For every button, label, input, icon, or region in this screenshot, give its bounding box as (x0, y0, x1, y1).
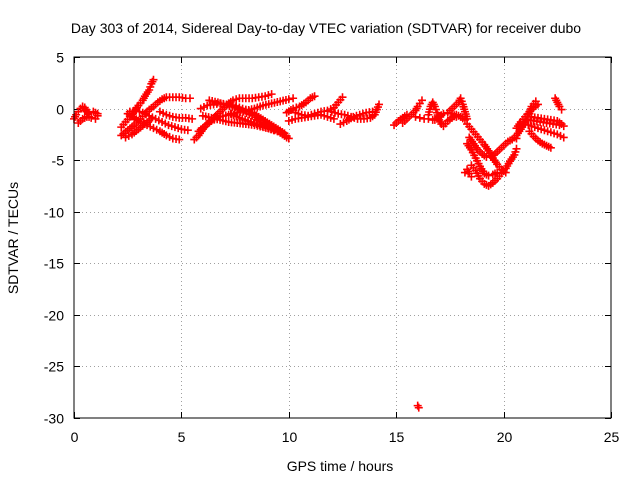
data-point (149, 75, 158, 84)
data-point (467, 172, 476, 181)
x-tick-label: 20 (497, 429, 513, 445)
x-tick-label: 15 (389, 429, 405, 445)
plot-frame (73, 56, 612, 419)
data-point (484, 171, 493, 180)
y-tick-label: -5 (52, 153, 65, 169)
x-axis-label: GPS time / hours (287, 458, 394, 474)
data-point (415, 113, 424, 122)
data-point (329, 114, 338, 123)
y-tick-label: 0 (56, 102, 64, 118)
x-tick-label: 25 (604, 429, 620, 445)
data-point (185, 94, 194, 103)
x-tick-label: 10 (282, 429, 298, 445)
x-tick-labels: 0 5 10 15 20 25 (71, 429, 620, 445)
data-point (546, 143, 555, 152)
data-point (267, 90, 276, 99)
y-tick-label: -15 (44, 256, 64, 272)
data-point (557, 105, 566, 114)
y-tick-label: -10 (44, 205, 64, 221)
chart-title: Day 303 of 2014, Sidereal Day-to-day VTE… (71, 20, 581, 36)
data-point (284, 95, 293, 104)
data-point (269, 126, 278, 135)
data-point (559, 133, 568, 142)
y-tick-labels: 5 0 -5 -10 -15 -20 -25 -30 (44, 50, 64, 427)
data-point (417, 96, 426, 105)
x-tick-label: 5 (178, 429, 186, 445)
data-point (289, 94, 298, 103)
y-axis-label: SDTVAR / TECUs (5, 182, 21, 294)
data-point (533, 100, 542, 109)
data-point (375, 100, 384, 109)
data-point (368, 107, 377, 116)
data-point (93, 109, 102, 118)
y-tick-label: -30 (44, 411, 64, 427)
x-tick-label: 0 (71, 429, 79, 445)
y-tick-label: -20 (44, 308, 64, 324)
y-tick-label: 5 (56, 50, 64, 66)
data-point (411, 112, 420, 121)
data-point (439, 109, 448, 118)
data-point (282, 133, 291, 142)
data-point (501, 168, 510, 177)
data-point (183, 126, 192, 135)
data-point (338, 93, 347, 102)
data-point (414, 403, 423, 412)
y-tick-label: -25 (44, 359, 64, 375)
data-point (188, 114, 197, 123)
data-point (512, 144, 521, 153)
data-point (310, 92, 319, 101)
data-point (87, 113, 96, 122)
data-point (557, 120, 566, 129)
data-point (175, 135, 184, 144)
data-points (70, 75, 568, 412)
